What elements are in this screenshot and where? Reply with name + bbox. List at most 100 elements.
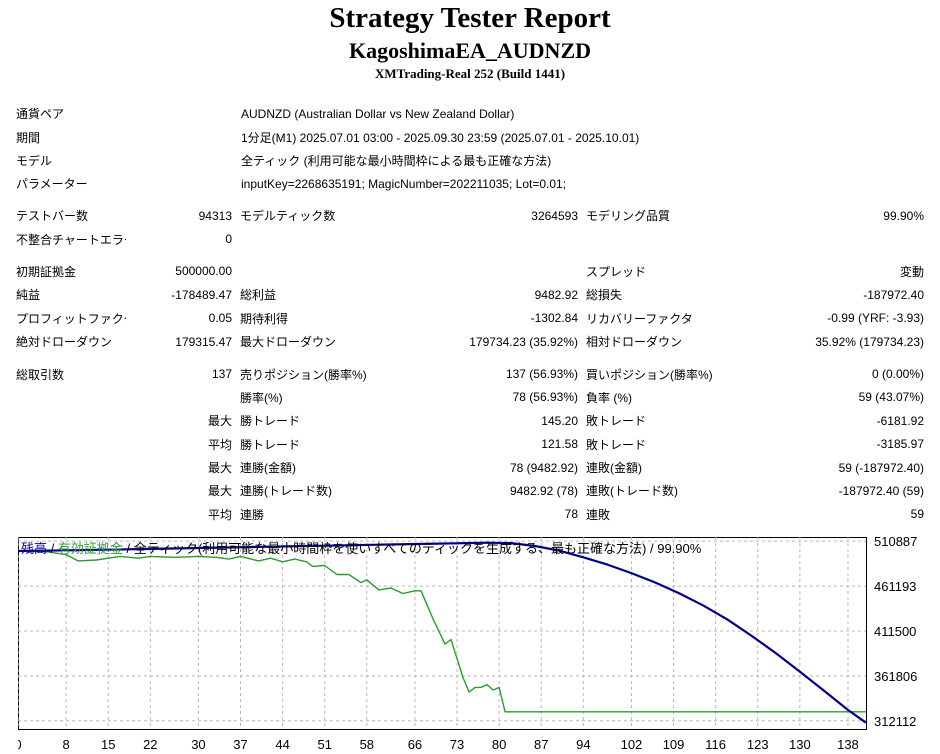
stats-row: 最大 勝トレード 145.20 敗トレード -6181.92	[12, 409, 928, 432]
equity-line	[18, 550, 866, 713]
info-table: 通貨ペア AUDNZD (Australian Dollar vs New Zea…	[12, 102, 928, 196]
stats-row: 不整合チャートエラー 0	[12, 227, 928, 250]
stat-label: 売りポジション(勝率%)	[240, 367, 367, 382]
stat-label: プロフィットファクタ	[16, 311, 126, 326]
stats-row: プロフィットファクタ 0.05 期待利得 -1302.84 リカバリーファクタ -0.99…	[12, 307, 928, 330]
stat-value: 94313	[198, 208, 232, 223]
x-tick-label: 130	[789, 737, 811, 752]
x-tick-label: 123	[747, 737, 769, 752]
x-tick-label: 66	[408, 737, 422, 752]
stat-value: -1302.84	[530, 311, 578, 326]
x-tick-label: 15	[101, 737, 115, 752]
balance-line	[18, 541, 867, 724]
plot-area	[18, 537, 867, 730]
stat-label: 勝トレード	[240, 437, 301, 452]
stats-row: 最大 連勝(トレード数) 9482.92 (78) 連敗(トレード数) -187972.…	[12, 479, 928, 502]
stats-row: 初期証拠金 500000.00 スプレッド 変動	[12, 260, 928, 283]
stat-value	[397, 227, 582, 250]
stats-row: 総取引数 137 売りポジション(勝率%) 137 (56.93%) 買いポジション(勝…	[12, 362, 928, 385]
stat-label: リカバリーファクタ	[586, 311, 693, 326]
balance-equity-chart: 510887 461193 411500 361806 312112 0 8 15 22 30 37…	[18, 537, 917, 752]
info-label: 通貨ペア	[16, 107, 65, 122]
x-tick-label: 116	[705, 737, 726, 752]
stat-value: 145.20	[541, 413, 578, 428]
legend-equity: 有効証拠金	[58, 541, 123, 556]
stat-label: スプレッド	[586, 264, 647, 279]
stat-label	[582, 227, 766, 250]
y-tick-label: 411500	[874, 624, 916, 639]
stat-value: 0.05	[208, 311, 232, 326]
legend-description: 全ティック(利用可能な最小時間枠を使いすべてのティックを生成する、最も正確な方法…	[134, 541, 702, 556]
x-tick-label: 51	[317, 737, 331, 752]
stat-value: 0	[225, 232, 232, 247]
server-info: XMTrading-Real 252 (Build 1441)	[374, 66, 566, 81]
x-tick-label: 73	[450, 737, 464, 752]
stat-value: 9482.92 (78)	[509, 483, 578, 498]
stats-row: テストバー数 94313 モデルティック数 3264593 モデリング品質 99.90%	[12, 204, 928, 227]
x-tick-label: 102	[621, 737, 643, 752]
stat-label: 絶対ドローダウン	[16, 335, 113, 350]
stat-label	[12, 386, 126, 409]
stat-label: 総取引数	[16, 367, 65, 382]
stat-qualifier: 137	[211, 367, 232, 382]
stat-value: -187972.40 (59)	[838, 483, 924, 498]
stat-value	[397, 260, 582, 283]
stat-label	[12, 433, 126, 456]
stat-qualifier: 平均	[207, 437, 232, 452]
stat-qualifier	[126, 386, 236, 409]
stat-label: 連勝(トレード数)	[240, 484, 332, 499]
stat-label: 買いポジション(勝率%)	[586, 367, 713, 382]
stats-row: 純益 -178489.47 総利益 9482.92 総損失 -187972.40	[12, 283, 928, 306]
stat-value: 59	[910, 507, 924, 522]
stat-value: 3264593	[531, 208, 578, 223]
x-tick-label: 138	[837, 737, 859, 752]
stat-value: 78 (56.93%)	[512, 390, 578, 405]
stat-qualifier: 平均	[207, 507, 232, 522]
y-tick-label: 461193	[874, 579, 916, 594]
x-tick-label: 0	[18, 737, 22, 752]
report-title: Strategy Tester Report	[329, 2, 611, 34]
info-label: モデル	[16, 153, 53, 168]
stat-label: 勝率(%)	[240, 390, 283, 405]
stat-label: 総利益	[240, 288, 277, 303]
x-tick-label: 58	[360, 737, 374, 752]
stat-label	[236, 260, 397, 283]
stat-value: 35.92% (179734.23)	[815, 334, 924, 349]
stat-value: 59 (43.07%)	[858, 390, 924, 405]
info-label: 期間	[16, 130, 41, 145]
stat-label	[12, 456, 126, 479]
stats-row: 平均 勝トレード 121.58 敗トレード -3185.97	[12, 433, 928, 456]
stat-label: 総損失	[586, 288, 623, 303]
stat-value: 99.90%	[883, 208, 924, 223]
stats-row: 絶対ドローダウン 179315.47 最大ドローダウン 179734.23 (35.9…	[12, 330, 928, 353]
legend-separator: /	[47, 541, 58, 556]
stat-label: 勝トレード	[240, 414, 301, 429]
stat-label: 純益	[16, 288, 41, 303]
legend-separator: /	[123, 541, 134, 556]
info-value: inputKey=2268635191; MagicNumber=2022110…	[241, 176, 567, 191]
stat-label: 連敗(トレード数)	[586, 484, 678, 499]
info-value: 全ティック (利用可能な最小時間枠による最も正確な方法)	[241, 153, 552, 168]
stats-row: 最大 連勝(金額) 78 (9482.92) 連敗(金額) 59 (-187972.40…	[12, 456, 928, 479]
x-tick-label: 109	[663, 737, 685, 752]
stat-label: 初期証拠金	[16, 264, 77, 279]
stat-label: 連勝(金額)	[240, 461, 296, 476]
x-tick-label: 94	[576, 737, 590, 752]
stat-label: 最大ドローダウン	[240, 335, 337, 350]
stat-value: 変動	[899, 264, 924, 279]
stat-label: 敗トレード	[586, 414, 647, 429]
x-tick-label: 30	[191, 737, 205, 752]
stat-value	[766, 227, 928, 250]
stat-label	[12, 503, 126, 526]
x-tick-label: 8	[62, 737, 69, 752]
stat-value: 137 (56.93%)	[505, 367, 578, 382]
stat-label: 不整合チャートエラー	[16, 232, 126, 247]
info-row: パラメーター inputKey=2268635191; MagicNumber=2…	[12, 172, 928, 195]
stat-label: テストバー数	[16, 209, 89, 224]
info-row: 期間 1分足(M1) 2025.07.01 03:00 - 2025.09.30 …	[12, 125, 928, 148]
y-tick-label: 361806	[874, 669, 917, 684]
stat-value: 179315.47	[175, 334, 232, 349]
x-tick-label: 37	[233, 737, 247, 752]
stat-label: 連勝	[240, 507, 265, 522]
x-tick-label: 44	[275, 737, 289, 752]
